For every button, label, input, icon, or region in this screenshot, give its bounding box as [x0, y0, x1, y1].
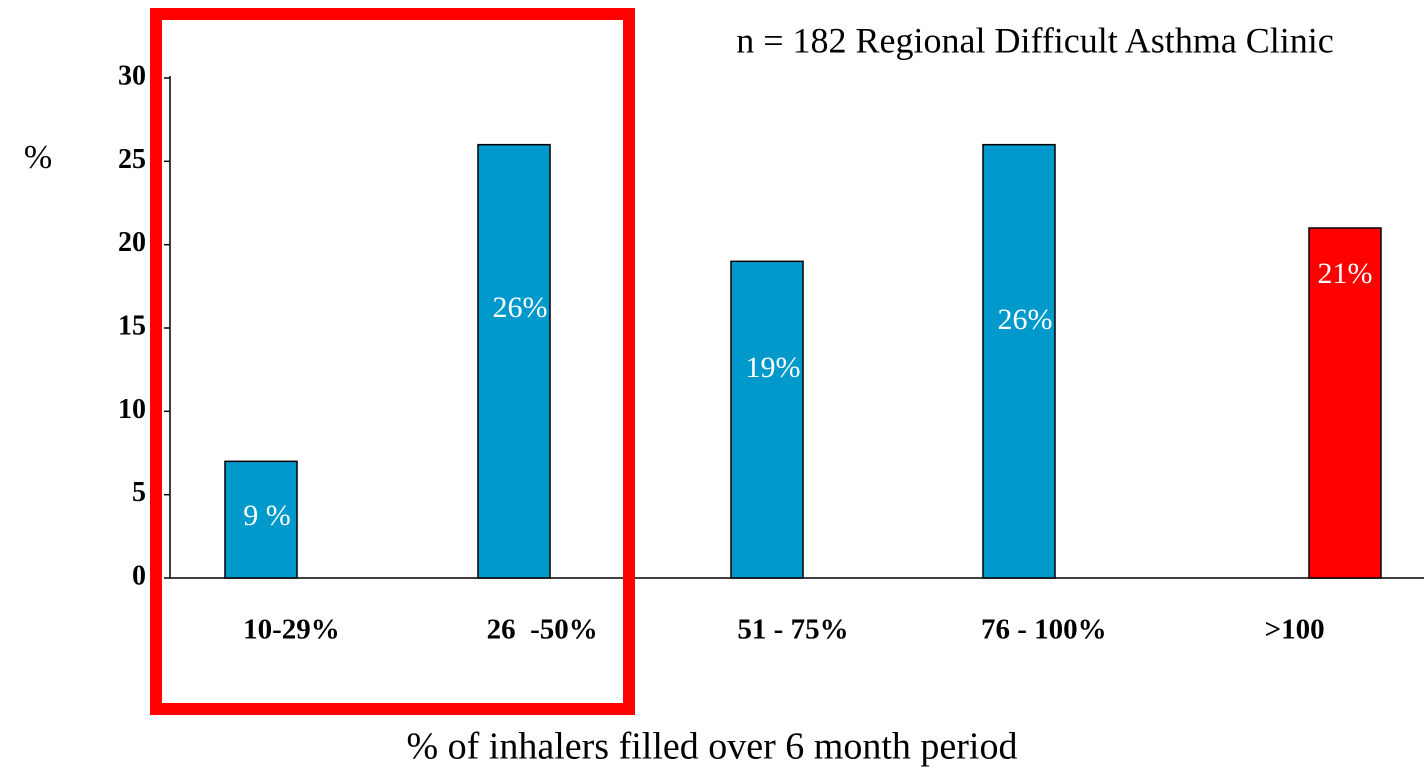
bar: [1308, 227, 1382, 579]
bar-annotation: 9 %: [243, 499, 291, 532]
bar-annotation: 19%: [746, 351, 801, 384]
bar: [982, 143, 1056, 579]
y-tick-label: 25: [118, 144, 146, 175]
bar-annotation: 26%: [998, 303, 1053, 336]
bar: [730, 260, 804, 579]
x-tick-label: >100: [1265, 614, 1325, 646]
chart-title: n = 182 Regional Difficult Asthma Clinic: [736, 20, 1334, 60]
highlight-box: [150, 8, 635, 715]
y-tick-label: 0: [132, 560, 146, 591]
x-tick-label: 76 - 100%: [981, 614, 1107, 646]
bar: [224, 460, 298, 579]
y-tick-label: 30: [118, 60, 146, 91]
y-tick-label: 20: [118, 227, 146, 258]
x-tick-label: 10-29%: [243, 614, 340, 646]
y-tick-label: 15: [118, 310, 146, 341]
x-axis-label: % of inhalers filled over 6 month period: [406, 726, 1017, 768]
bar-annotation: 26%: [493, 291, 548, 324]
y-tick-label: 10: [118, 394, 146, 425]
x-tick-label: 26 -50%: [487, 614, 598, 646]
bar: [477, 143, 551, 579]
x-tick-label: 51 - 75%: [737, 614, 848, 646]
bar-annotation: 21%: [1318, 257, 1373, 290]
y-axis-label: %: [24, 139, 52, 176]
plot: 0 5 10 15 20 25 30 10-29% 9 % 26 -50% 26% 51 - 75% 1…: [118, 60, 1382, 646]
y-tick-label: 5: [132, 477, 146, 508]
